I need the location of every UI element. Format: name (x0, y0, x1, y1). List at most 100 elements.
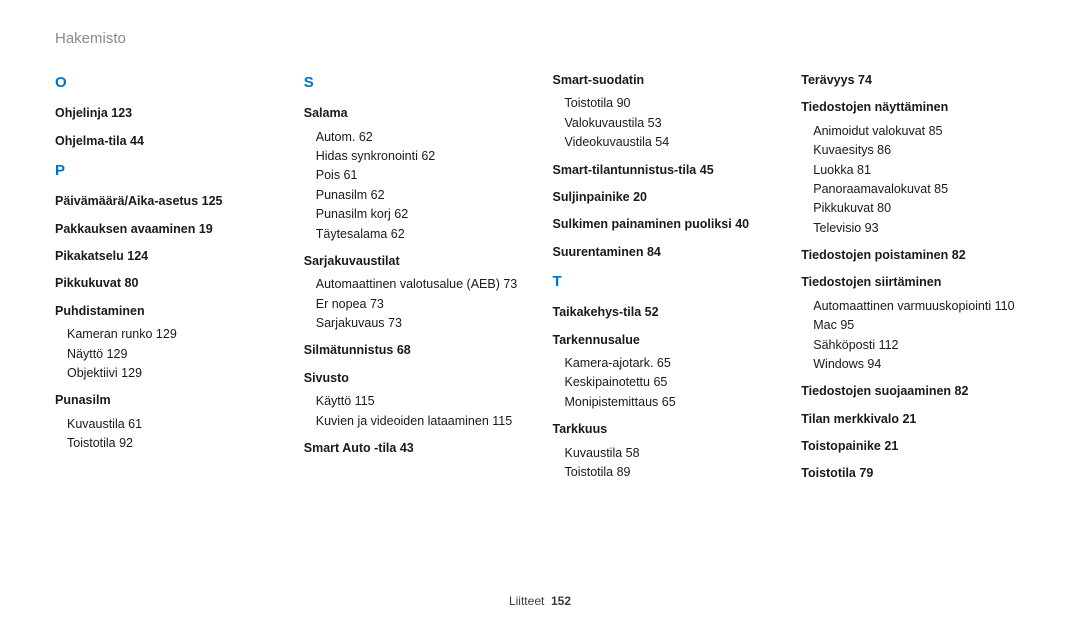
index-entry: Sulkimen painaminen puoliksi 40 (553, 215, 782, 234)
index-subitem: Toistotila 92 (67, 434, 284, 453)
index-page: 43 (396, 441, 413, 455)
index-term-line: Terävyys 74 (801, 71, 1030, 90)
index-entry: Tilan merkkivalo 21 (801, 410, 1030, 429)
index-subitem: Näyttö 129 (67, 345, 284, 364)
index-term-line: Silmätunnistus 68 (304, 341, 533, 360)
index-column: Terävyys 74Tiedostojen näyttäminenAnimoi… (801, 71, 1030, 492)
index-term: Ohjelma-tila (55, 134, 127, 148)
index-entry: Smart-tilantunnistus-tila 45 (553, 161, 782, 180)
index-term: Tiedostojen suojaaminen (801, 384, 951, 398)
index-term: Suurentaminen (553, 245, 644, 259)
index-subitem: Toistotila 89 (565, 463, 782, 482)
index-term: Pakkauksen avaaminen (55, 222, 195, 236)
index-page: 79 (856, 466, 873, 480)
index-subitems: Käyttö 115Kuvien ja videoiden lataaminen… (316, 392, 533, 431)
index-page: 84 (644, 245, 661, 259)
index-subitems: Kameran runko 129Näyttö 129Objektiivi 12… (67, 325, 284, 383)
index-term-line: Pakkauksen avaaminen 19 (55, 220, 284, 239)
index-subitem: Sähköposti 112 (813, 336, 1030, 355)
index-entry: Pakkauksen avaaminen 19 (55, 220, 284, 239)
index-subitem: Windows 94 (813, 355, 1030, 374)
index-term-line: Sulkimen painaminen puoliksi 40 (553, 215, 782, 234)
index-term-line: Tarkennusalue (553, 331, 782, 350)
index-term: Silmätunnistus (304, 343, 394, 357)
index-term: Salama (304, 106, 348, 120)
index-entry: Suljinpainike 20 (553, 188, 782, 207)
index-subitem: Täytesalama 62 (316, 225, 533, 244)
index-subitems: Kuvaustila 58Toistotila 89 (565, 444, 782, 483)
index-term-line: Sivusto (304, 369, 533, 388)
footer-label: Liitteet (509, 594, 544, 608)
index-subitem: Sarjakuvaus 73 (316, 314, 533, 333)
index-subitem: Kuvaesitys 86 (813, 141, 1030, 160)
index-term: Smart Auto -tila (304, 441, 397, 455)
index-term: Pikkukuvat (55, 276, 121, 290)
index-term: Smart-tilantunnistus-tila (553, 163, 697, 177)
index-subitem: Televisio 93 (813, 219, 1030, 238)
index-page: 19 (195, 222, 212, 236)
footer: Liitteet 152 (0, 594, 1080, 608)
index-page: 68 (393, 343, 410, 357)
index-subitem: Valokuvaustila 53 (565, 114, 782, 133)
index-subitem: Videokuvaustila 54 (565, 133, 782, 152)
index-term-line: Smart-suodatin (553, 71, 782, 90)
index-term: Sivusto (304, 371, 349, 385)
index-term-line: Toistopainike 21 (801, 437, 1030, 456)
section-letter: P (55, 159, 284, 182)
index-term-line: Smart-tilantunnistus-tila 45 (553, 161, 782, 180)
index-term-line: Ohjelma-tila 44 (55, 132, 284, 151)
index-term: Päivämäärä/Aika-asetus (55, 194, 198, 208)
footer-page: 152 (551, 594, 571, 608)
index-term-line: Suurentaminen 84 (553, 243, 782, 262)
index-subitems: Toistotila 90Valokuvaustila 53Videokuvau… (565, 94, 782, 152)
index-term: Taikakehys-tila (553, 305, 642, 319)
index-subitems: Kuvaustila 61Toistotila 92 (67, 415, 284, 454)
index-term-line: Päivämäärä/Aika-asetus 125 (55, 192, 284, 211)
index-subitem: Kamera-ajotark. 65 (565, 354, 782, 373)
index-term-line: Tiedostojen suojaaminen 82 (801, 382, 1030, 401)
index-term-line: Punasilm (55, 391, 284, 410)
index-term: Tilan merkkivalo (801, 412, 899, 426)
index-subitem: Monipistemittaus 65 (565, 393, 782, 412)
index-subitem: Kuvaustila 58 (565, 444, 782, 463)
index-columns: OOhjelinja 123Ohjelma-tila 44PPäivämäärä… (55, 71, 1030, 492)
index-entry: Tiedostojen suojaaminen 82 (801, 382, 1030, 401)
index-subitem: Toistotila 90 (565, 94, 782, 113)
index-subitem: Kuvaustila 61 (67, 415, 284, 434)
index-subitems: Automaattinen valotusalue (AEB) 73Er nop… (316, 275, 533, 333)
index-term-line: Smart Auto -tila 43 (304, 439, 533, 458)
index-entry: Tiedostojen poistaminen 82 (801, 246, 1030, 265)
index-term: Toistotila (801, 466, 856, 480)
index-entry: Taikakehys-tila 52 (553, 303, 782, 322)
index-subitem: Mac 95 (813, 316, 1030, 335)
index-entry: Suurentaminen 84 (553, 243, 782, 262)
index-term: Sarjakuvaustilat (304, 254, 400, 268)
index-subitem: Autom. 62 (316, 128, 533, 147)
index-entry: TarkennusalueKamera-ajotark. 65Keskipain… (553, 331, 782, 413)
index-entry: Smart-suodatin Toistotila 90Valokuvaustil… (553, 71, 782, 153)
index-term: Toistopainike (801, 439, 881, 453)
index-subitem: Panoraamavalokuvat 85 (813, 180, 1030, 199)
index-term-line: Taikakehys-tila 52 (553, 303, 782, 322)
index-term-line: Suljinpainike 20 (553, 188, 782, 207)
index-page: 124 (124, 249, 148, 263)
index-term-line: Ohjelinja 123 (55, 104, 284, 123)
index-subitem: Er nopea 73 (316, 295, 533, 314)
index-term: Sulkimen painaminen puoliksi (553, 217, 732, 231)
index-entry: Toistotila 79 (801, 464, 1030, 483)
index-page: 74 (855, 73, 872, 87)
index-subitem: Käyttö 115 (316, 392, 533, 411)
index-entry: Tiedostojen siirtäminenAutomaattinen var… (801, 273, 1030, 374)
index-term-line: Toistotila 79 (801, 464, 1030, 483)
index-term-line: Tilan merkkivalo 21 (801, 410, 1030, 429)
index-subitem: Luokka 81 (813, 161, 1030, 180)
index-subitem: Kameran runko 129 (67, 325, 284, 344)
index-column: Smart-suodatin Toistotila 90Valokuvaustil… (553, 71, 782, 492)
index-page: 82 (948, 248, 965, 262)
section-letter: T (553, 270, 782, 293)
index-subitem: Animoidut valokuvat 85 (813, 122, 1030, 141)
index-page: 40 (732, 217, 749, 231)
index-page: 20 (630, 190, 647, 204)
page-title: Hakemisto (55, 30, 1030, 47)
index-entry: Smart Auto -tila 43 (304, 439, 533, 458)
